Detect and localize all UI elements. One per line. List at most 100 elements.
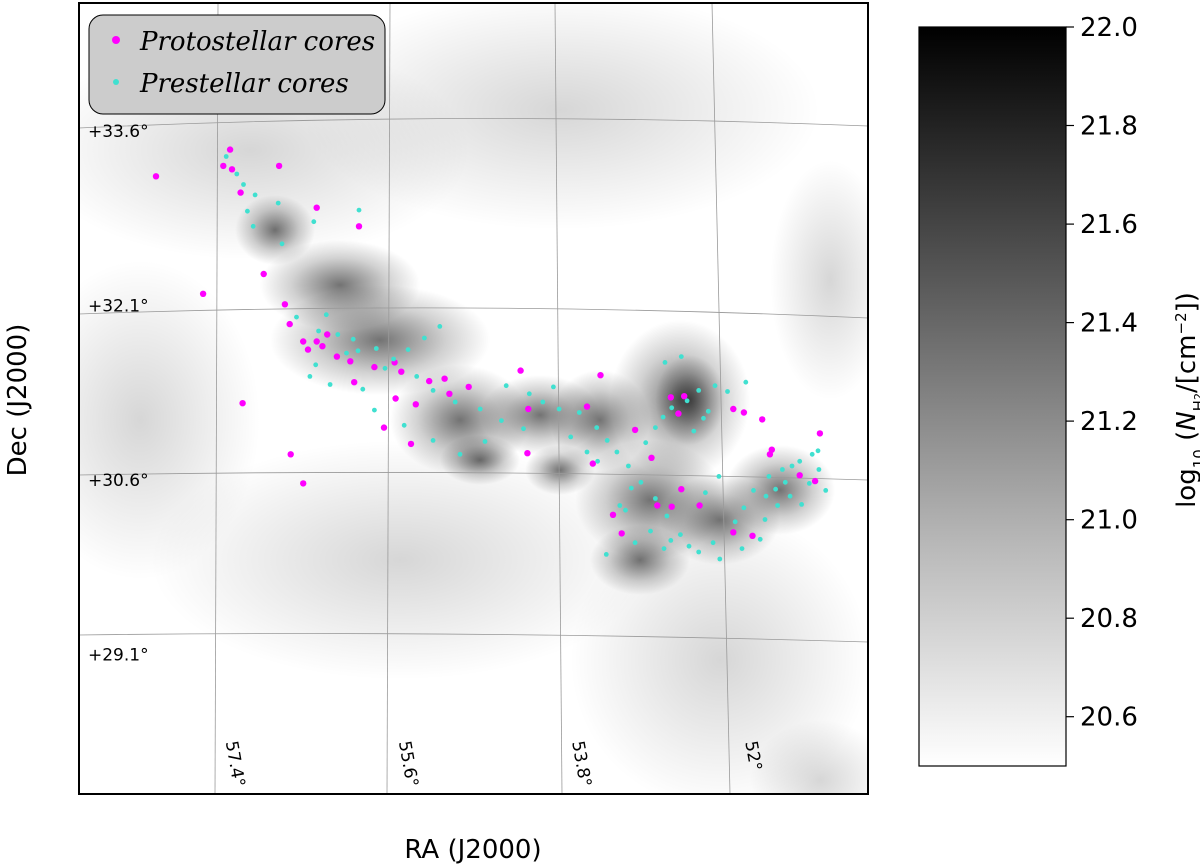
point-prestellar-cores [739,546,745,551]
point-prestellar-cores [710,540,716,546]
point-prestellar-cores [595,458,600,464]
point-prestellar-cores [401,422,407,428]
point-protostellar-cores [333,353,341,360]
point-prestellar-cores [568,434,574,440]
point-prestellar-cores [741,505,747,511]
point-protostellar-cores [678,486,685,493]
colorbar-label: log10 (NH2/[cm−2]) [1172,292,1200,508]
point-prestellar-cores [241,182,246,187]
point-prestellar-cores [678,354,684,359]
point-prestellar-cores [701,415,706,421]
point-prestellar-cores [250,223,256,229]
point-protostellar-cores [465,383,472,391]
point-prestellar-cores [604,438,610,443]
colorbar-tick-label: 21.2 [1080,407,1138,437]
point-protostellar-cores [304,346,312,353]
point-protostellar-cores [407,440,415,448]
point-prestellar-cores [457,451,463,457]
point-prestellar-cores [799,502,804,507]
point-prestellar-cores [763,493,769,499]
point-prestellar-cores [732,519,738,525]
point-prestellar-cores [643,440,649,446]
colorbar-tick-label: 20.8 [1080,604,1138,634]
colorbar-tick-label: 21.8 [1080,112,1138,142]
point-prestellar-cores [294,314,299,320]
y-axis-title: Dec (J2000) [3,324,33,477]
point-prestellar-cores [405,347,411,352]
point-protostellar-cores [426,377,433,385]
point-prestellar-cores [757,536,763,542]
x-axis-title: RA (J2000) [404,835,541,864]
point-protostellar-cores [380,424,388,431]
point-protostellar-cores [281,301,289,308]
point-prestellar-cores [780,467,785,472]
point-prestellar-cores [275,200,281,206]
point-protostellar-cores [524,450,531,457]
legend-label-prestellar: Prestellar cores [139,69,349,99]
point-protostellar-cores [766,451,774,458]
point-prestellar-cores [751,488,756,493]
point-protostellar-cores [347,358,354,365]
point-prestellar-cores [437,324,443,329]
point-protostellar-cores [675,410,682,417]
point-prestellar-cores [499,418,504,423]
point-prestellar-cores [327,382,333,387]
plot-frame [78,2,869,795]
point-protostellar-cores [313,338,320,345]
point-protostellar-cores [618,530,625,537]
point-prestellar-cores [626,463,631,469]
point-protostellar-cores [730,405,737,413]
point-protostellar-cores [668,503,675,510]
point-prestellar-cores [355,348,361,354]
colorbar: 22.0 21.8 21.6 21.4 21.2 21.0 20.8 20.6 log10 (… [918,13,1200,767]
point-prestellar-cores [638,479,644,485]
point-prestellar-cores [815,448,821,454]
point-protostellar-cores [412,401,419,408]
point-protostellar-cores [759,416,766,423]
point-prestellar-cores [350,336,356,342]
map-panel [78,2,869,795]
dec-tick-label: +32.1° [88,296,149,316]
point-prestellar-cores [422,335,427,341]
point-prestellar-cores [653,496,658,501]
point-prestellar-cores [789,463,795,469]
point-prestellar-cores [576,410,582,415]
point-prestellar-cores [703,490,708,496]
point-prestellar-cores [712,383,718,389]
legend: Protostellar cores Prestellar cores [88,14,386,115]
point-prestellar-cores [628,485,634,491]
point-prestellar-cores [313,362,319,368]
point-protostellar-cores [228,166,236,173]
point-prestellar-cores [245,208,250,214]
point-protostellar-cores [441,375,448,382]
point-prestellar-cores [360,386,366,392]
point-prestellar-cores [373,346,379,351]
dec-tick-label: +30.6° [88,471,149,491]
point-prestellar-cores [678,532,683,537]
point-prestellar-cores [660,414,666,420]
point-prestellar-cores [344,350,349,356]
point-prestellar-cores [686,543,692,549]
point-prestellar-cores [430,438,436,443]
colorbar-tick-label: 21.6 [1080,210,1138,240]
point-prestellar-cores [477,406,483,412]
point-prestellar-cores [614,449,620,455]
point-protostellar-cores [199,290,207,297]
point-prestellar-cores [632,540,638,546]
point-protostellar-cores [351,379,358,386]
point-protostellar-cores [796,472,803,479]
point-prestellar-cores [584,449,590,455]
point-protostellar-cores [226,146,234,153]
legend-box [88,14,386,115]
point-protostellar-cores [525,405,532,413]
legend-label-protostellar: Protostellar cores [139,27,375,57]
point-prestellar-cores [356,207,362,213]
point-protostellar-cores [648,454,655,461]
point-protostellar-cores [392,395,399,402]
point-prestellar-cores [691,428,697,434]
point-prestellar-cores [725,389,730,394]
point-protostellar-cores [667,394,674,401]
point-prestellar-cores [662,360,668,365]
point-prestellar-cores [823,488,829,493]
point-prestellar-cores [540,399,546,405]
